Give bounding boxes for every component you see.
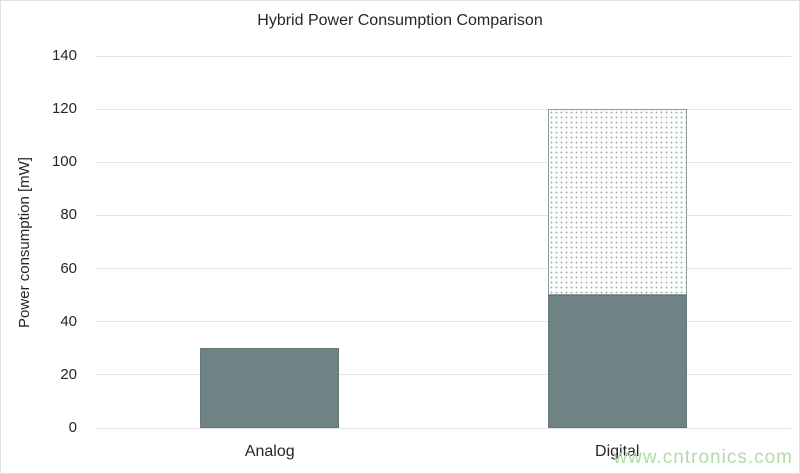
bar-digital-solid bbox=[547, 295, 687, 428]
y-tick-label-100: 100 bbox=[51, 153, 77, 171]
gridline-120 bbox=[96, 108, 791, 110]
gridline-60 bbox=[96, 268, 791, 270]
x-category-label-digital: Digital bbox=[595, 443, 640, 460]
y-tick-label-20: 20 bbox=[60, 365, 77, 383]
bar-analog-solid bbox=[200, 348, 340, 428]
gridline-80 bbox=[96, 214, 791, 216]
gridline-40 bbox=[96, 321, 791, 323]
y-tick-label-40: 40 bbox=[60, 312, 77, 330]
y-tick-label-0: 0 bbox=[68, 419, 77, 436]
bar-digital-dotted bbox=[547, 109, 687, 296]
gridline-100 bbox=[96, 161, 791, 163]
gridline-0 bbox=[96, 427, 791, 429]
y-tick-label-120: 120 bbox=[51, 100, 77, 118]
y-tick-label-80: 80 bbox=[60, 206, 77, 224]
gridline-20 bbox=[96, 374, 791, 376]
chart-title: Hybrid Power Consumption Comparison bbox=[257, 12, 543, 29]
watermark: www.cntronics.com bbox=[613, 447, 793, 468]
y-tick-label-140: 140 bbox=[51, 47, 77, 64]
y-axis-title: Power consumption [mW] bbox=[15, 156, 33, 328]
x-category-label-analog: Analog bbox=[244, 443, 295, 460]
y-tick-label-60: 60 bbox=[60, 259, 77, 277]
gridline-140 bbox=[96, 55, 791, 57]
plot-area bbox=[96, 55, 791, 429]
